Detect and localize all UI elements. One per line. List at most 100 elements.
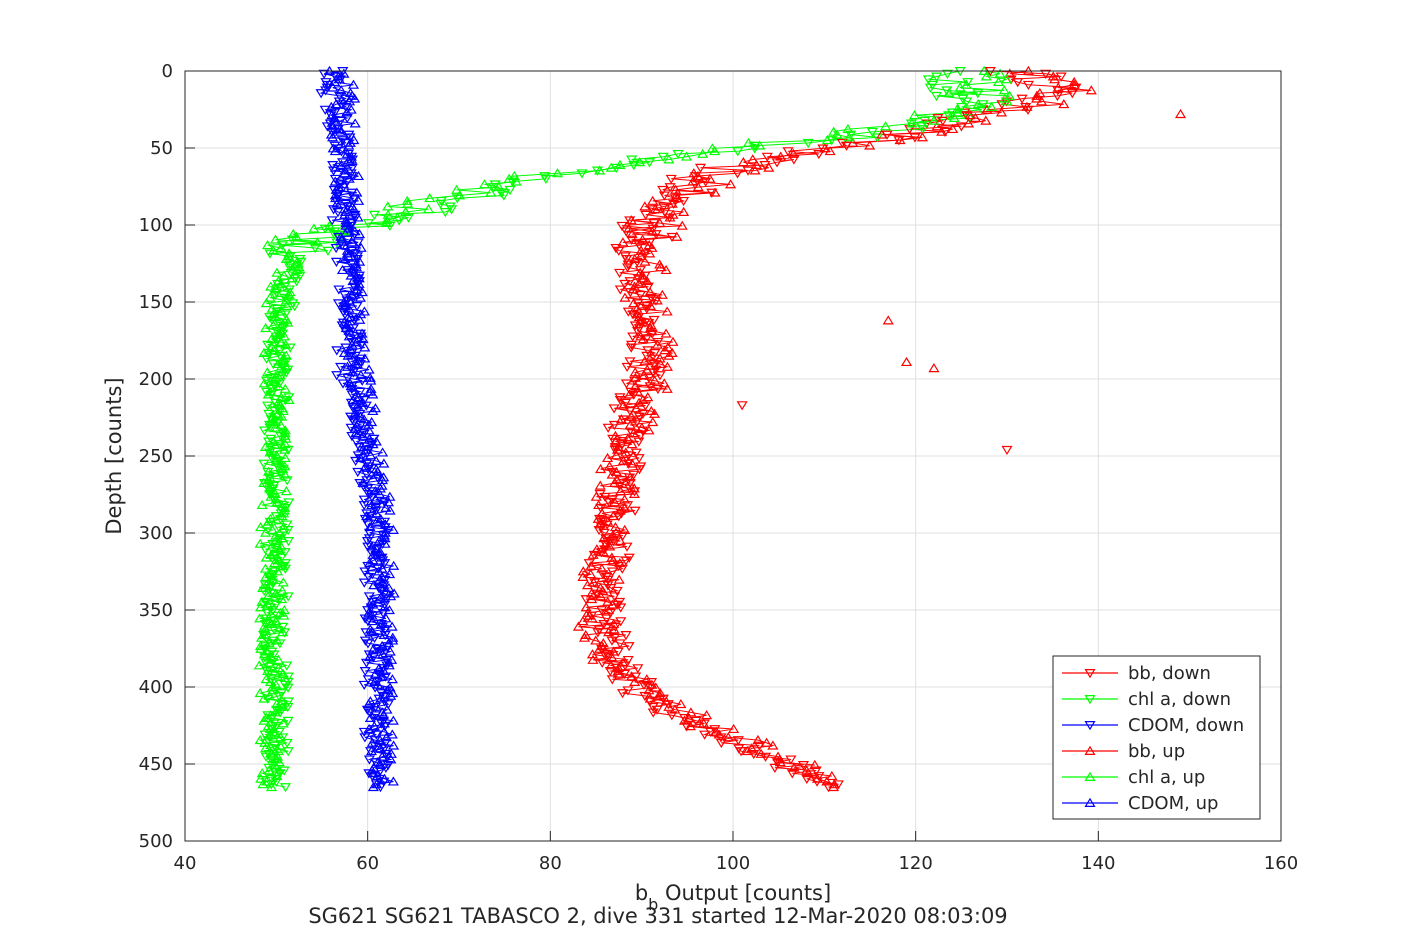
data-point — [504, 185, 516, 196]
data-point — [648, 219, 660, 229]
data-point — [813, 149, 825, 160]
data-point — [648, 315, 660, 326]
data-point — [614, 505, 626, 515]
data-point — [1021, 101, 1033, 111]
data-point — [342, 223, 354, 233]
data-point — [615, 603, 627, 613]
data-point — [363, 572, 375, 583]
data-point — [380, 585, 392, 595]
data-point — [357, 430, 369, 440]
data-point — [382, 497, 395, 507]
data-point — [737, 157, 749, 167]
data-point — [362, 675, 374, 685]
data-point — [761, 737, 773, 747]
data-point — [767, 740, 779, 750]
data-point — [387, 635, 399, 645]
data-point — [761, 152, 773, 162]
data-point — [352, 467, 364, 478]
data-point — [1058, 98, 1070, 109]
data-point — [359, 567, 371, 577]
data-point — [278, 505, 290, 515]
data-point — [260, 527, 272, 537]
data-point — [354, 452, 367, 463]
data-point — [598, 619, 610, 630]
data-point — [351, 252, 363, 262]
data-point — [928, 115, 940, 125]
data-point — [280, 361, 292, 371]
data-point — [329, 76, 341, 87]
data-point — [368, 721, 380, 731]
data-point — [650, 365, 662, 375]
data-point — [797, 761, 810, 771]
data-point — [265, 549, 277, 559]
data-point — [276, 593, 288, 604]
data-point — [379, 602, 391, 612]
data-point — [261, 608, 273, 619]
data-point — [985, 101, 998, 111]
data-point — [577, 571, 589, 581]
data-point — [348, 204, 360, 214]
data-point — [272, 671, 284, 681]
data-point — [343, 173, 355, 183]
data-point — [621, 542, 633, 552]
data-point — [322, 246, 334, 256]
data-point — [817, 144, 829, 154]
data-point — [282, 716, 294, 726]
data-point — [658, 191, 670, 201]
data-point — [969, 112, 982, 122]
data-point — [656, 289, 668, 299]
data-point — [367, 405, 379, 416]
data-point — [580, 595, 592, 605]
data-point — [347, 275, 359, 286]
data-point — [336, 100, 348, 110]
data-point — [278, 628, 291, 638]
data-point — [639, 201, 651, 211]
data-point — [347, 79, 360, 89]
data-point — [276, 533, 288, 543]
data-point — [268, 345, 280, 355]
data-point — [262, 389, 274, 399]
data-point — [349, 93, 361, 103]
data-point — [364, 712, 376, 722]
data-point — [263, 657, 275, 667]
data-point — [594, 165, 606, 175]
data-point — [684, 721, 696, 731]
data-point — [615, 486, 627, 496]
data-point — [339, 165, 351, 175]
data-point — [270, 450, 283, 460]
data-point — [258, 693, 270, 703]
data-point — [995, 107, 1008, 117]
data-point — [266, 416, 278, 427]
data-point — [377, 710, 389, 720]
data-point — [358, 680, 370, 691]
data-point — [344, 157, 356, 167]
data-point — [664, 212, 676, 222]
data-point — [362, 219, 374, 229]
data-point — [941, 86, 953, 96]
data-point — [922, 75, 934, 85]
data-point — [642, 392, 654, 402]
legend-label: bb, up — [1128, 741, 1185, 762]
data-point — [608, 633, 620, 644]
data-point — [622, 263, 634, 273]
data-point — [254, 538, 266, 548]
data-point — [596, 508, 608, 518]
data-point — [329, 162, 342, 172]
data-point — [659, 208, 671, 218]
data-point — [272, 408, 284, 418]
data-point — [600, 538, 612, 548]
data-point — [605, 162, 617, 172]
data-point — [276, 585, 288, 595]
data-point — [597, 546, 609, 557]
data-point — [279, 680, 291, 691]
data-point — [335, 159, 348, 169]
data-point — [611, 586, 623, 597]
data-point — [350, 437, 362, 447]
data-point — [279, 452, 291, 463]
data-point — [286, 273, 298, 283]
data-point — [367, 549, 379, 559]
data-point — [354, 387, 366, 397]
data-point — [637, 409, 649, 420]
y-tick-label: 50 — [150, 138, 173, 159]
